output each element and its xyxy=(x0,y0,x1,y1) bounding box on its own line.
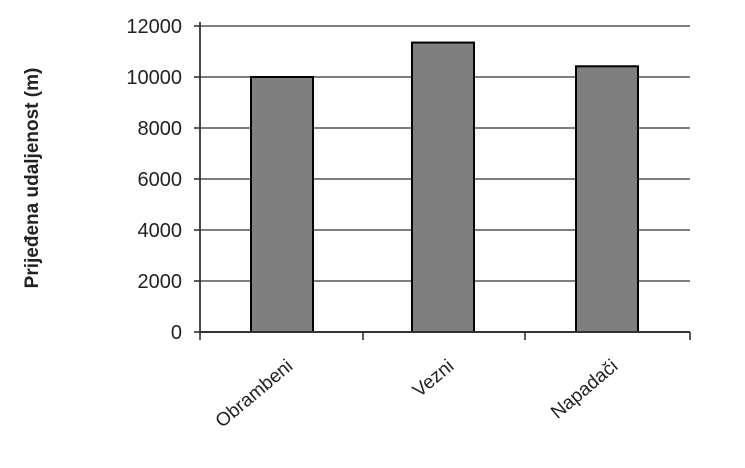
x-tick-label: Obrambeni xyxy=(212,356,298,433)
x-tick-label: Vezni xyxy=(409,356,458,402)
axes xyxy=(199,22,691,340)
bars xyxy=(250,41,639,333)
y-tick-label: 12000 xyxy=(126,16,182,38)
y-tick-label: 8000 xyxy=(138,118,183,140)
bar-napadači xyxy=(575,65,639,333)
y-tick-label: 4000 xyxy=(138,220,183,242)
y-tick-label: 2000 xyxy=(138,271,183,293)
bar-vezni xyxy=(411,41,475,333)
y-axis-title: Prijeđena udaljenost (m) xyxy=(22,68,43,289)
x-tick-label: Napadači xyxy=(547,356,622,424)
y-tick-label: 10000 xyxy=(126,67,182,89)
y-tick-label: 6000 xyxy=(138,169,183,191)
x-axis-category-labels: Obrambeni Vezni Napadači xyxy=(212,356,623,433)
y-axis-tick-labels: 0 2000 4000 6000 8000 10000 12000 xyxy=(126,16,200,344)
y-tick-label: 0 xyxy=(171,322,182,344)
bar-obrambeni xyxy=(250,76,314,333)
